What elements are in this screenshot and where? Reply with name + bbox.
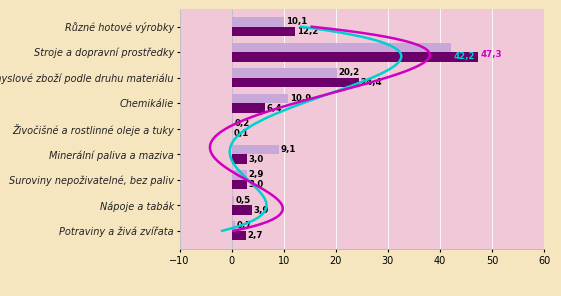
Bar [232,180,247,189]
Text: 47,3: 47,3 [481,50,502,59]
Bar [232,119,233,129]
Text: 10,9: 10,9 [290,94,311,103]
Bar [232,103,265,113]
Text: 0,2: 0,2 [234,119,250,128]
Text: 3,0: 3,0 [249,155,264,164]
Bar [232,17,284,27]
Text: 6,4: 6,4 [266,104,282,112]
Bar [232,68,337,78]
Bar [232,27,295,36]
Bar [232,154,247,164]
Bar [232,52,478,62]
Text: 2,9: 2,9 [249,170,264,179]
Bar [232,94,288,103]
Bar [232,231,246,240]
Text: 0,5: 0,5 [236,196,251,205]
Bar [232,221,235,231]
Text: 0,1: 0,1 [234,129,249,138]
Text: 42,2: 42,2 [454,52,476,61]
Text: 2,7: 2,7 [247,231,263,240]
Bar [232,205,252,215]
Text: 10,1: 10,1 [286,17,307,26]
Text: 9,1: 9,1 [280,145,296,154]
Text: 20,2: 20,2 [338,68,360,77]
Text: 3,9: 3,9 [254,206,269,215]
Bar [232,170,247,180]
Text: 0,7: 0,7 [237,221,252,231]
Bar [232,144,279,154]
Text: 12,2: 12,2 [297,27,318,36]
Bar [232,196,234,205]
Text: 24,4: 24,4 [360,78,382,87]
Bar [232,43,452,52]
Text: 3,0: 3,0 [249,180,264,189]
Bar [232,78,358,87]
